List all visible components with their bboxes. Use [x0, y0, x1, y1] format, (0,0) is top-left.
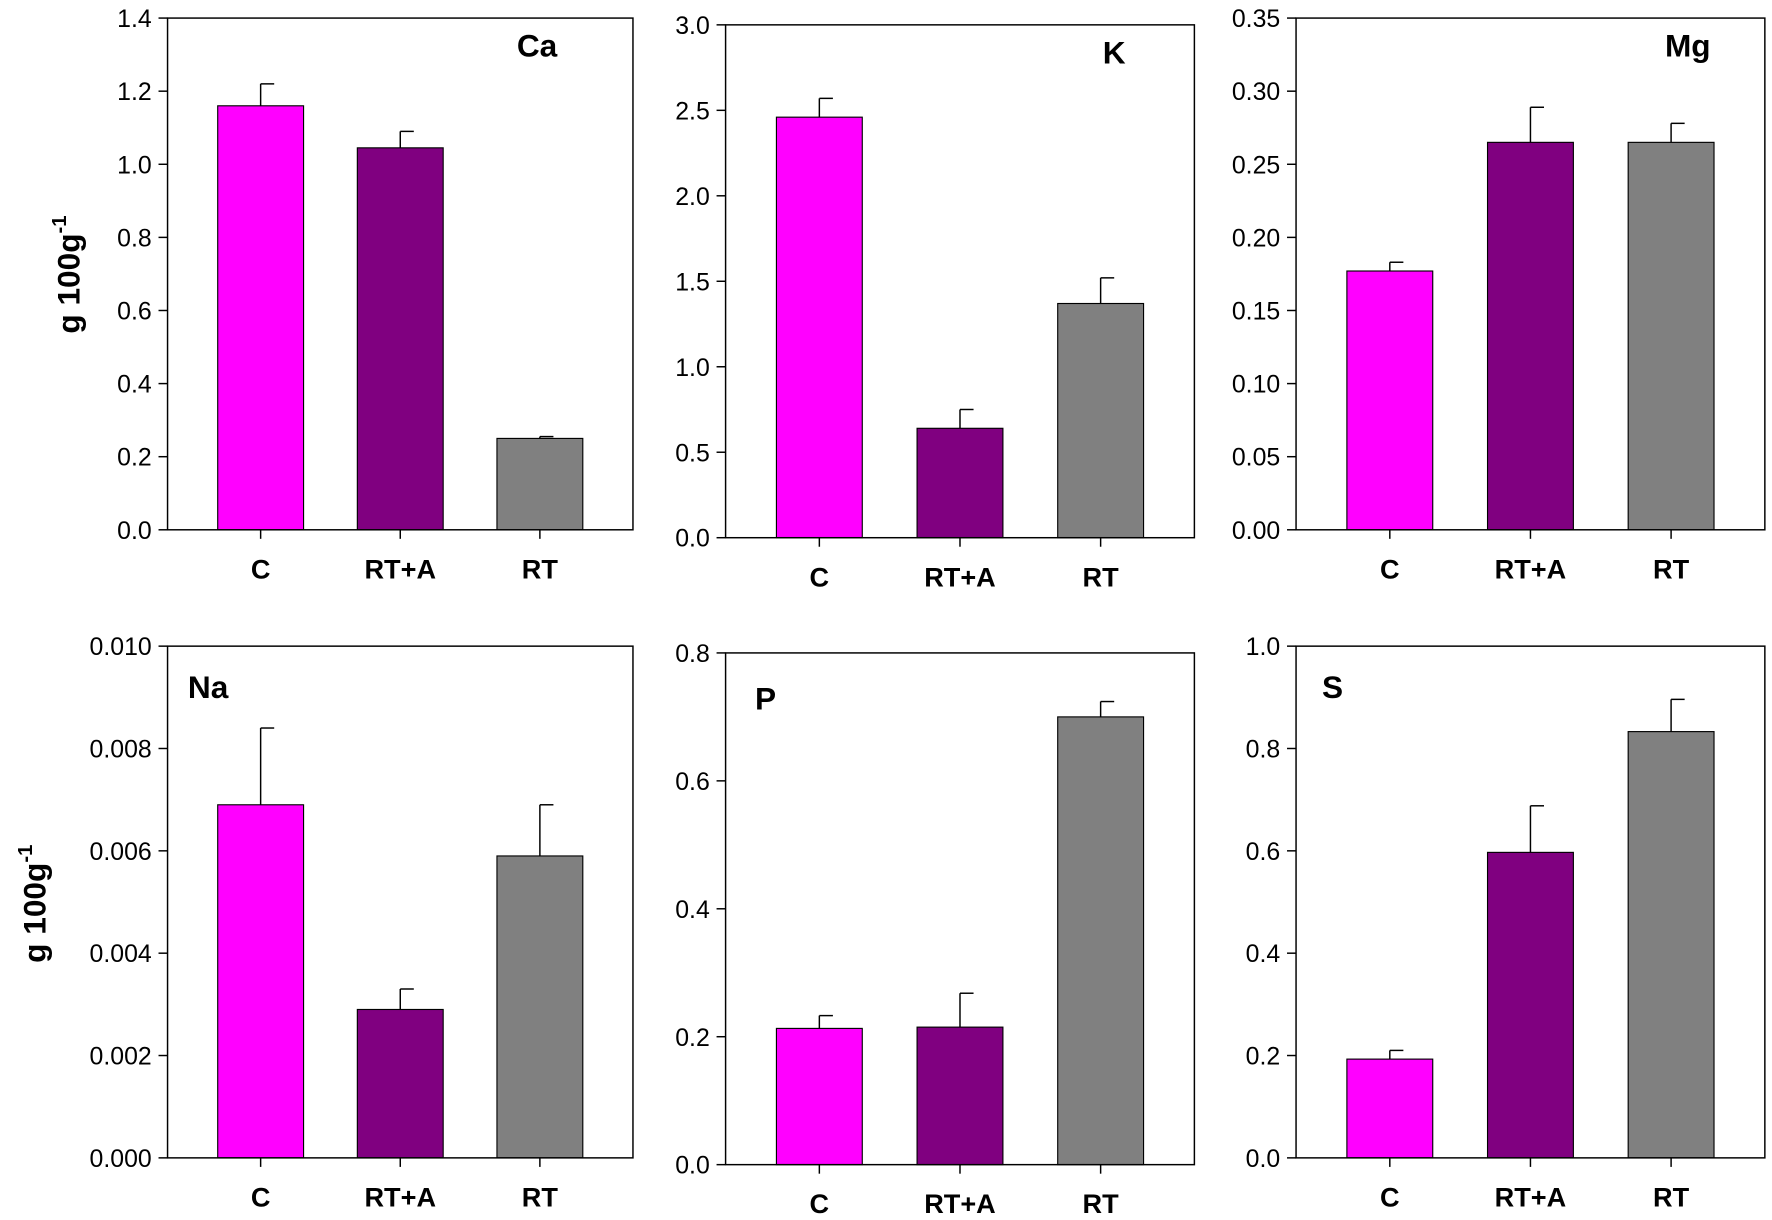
panel-Mg: C RT+A RT 0.00 0.05 0.10 0.15 0.20 0.25 0.30 0.35 M…: [1232, 6, 1766, 584]
panel-Na: C RT+A RT 0.000 0.002 0.004 0.006 0.008 0.010 Na g…: [15, 634, 634, 1212]
y-tick-label: 0.8: [1246, 737, 1281, 764]
y-tick-label: 0.000: [90, 1146, 152, 1173]
y-tick-label: 2.0: [675, 184, 710, 211]
y-tick-label: 0.6: [1246, 839, 1281, 866]
y-tick-label: 0.5: [675, 440, 710, 467]
panel-title: Mg: [1665, 27, 1711, 63]
y-tick-label: 0.30: [1232, 79, 1280, 106]
x-tick-label: RT+A: [364, 1181, 436, 1212]
y-tick-label: 3.0: [675, 13, 710, 40]
bar-C: [1346, 270, 1434, 531]
x-tick-label: RT: [522, 553, 559, 584]
y-tick-label: 1.0: [117, 152, 152, 179]
x-tick-label: RT: [1083, 1188, 1120, 1219]
y-axis-label: g 100g-1: [15, 845, 53, 963]
y-tick-label: 0.8: [117, 225, 152, 252]
plot-frame: [166, 17, 634, 531]
bar-C: [217, 804, 305, 1159]
bar-RT: [496, 437, 584, 531]
y-tick-label: 0.00: [1232, 518, 1280, 545]
bar-RT: [1627, 731, 1715, 1159]
bar-RT+A: [1486, 851, 1574, 1159]
x-tick-label: RT+A: [364, 553, 436, 584]
panel-S: C RT+A RT 0.0 0.2 0.4 0.6 0.8 1.0 S: [1246, 634, 1766, 1212]
x-tick-label: C: [1380, 553, 1400, 584]
y-tick-label: 0.4: [675, 897, 710, 924]
x-tick-label: RT: [1653, 553, 1690, 584]
panel-title: P: [755, 680, 776, 716]
panel-title: S: [1322, 669, 1343, 705]
y-tick-label: 0.15: [1232, 299, 1280, 326]
x-tick-label: RT: [1653, 1181, 1690, 1212]
y-tick-label: 0.8: [675, 641, 710, 668]
y-tick-label: 0.10: [1232, 372, 1280, 399]
y-tick-label: 0.4: [1246, 941, 1281, 968]
y-axis-label: g 100g-1: [49, 215, 87, 333]
x-tick-label: C: [251, 1181, 271, 1212]
x-tick-label: C: [810, 561, 830, 592]
y-tick-label: 0.2: [1246, 1044, 1281, 1071]
y-tick-label: 0.0: [1246, 1146, 1281, 1173]
y-tick-label: 1.0: [1246, 634, 1281, 661]
y-tick-label: 0.25: [1232, 152, 1280, 179]
x-tick-label: C: [251, 553, 271, 584]
bar-RT: [1057, 716, 1145, 1166]
panel-Ca: C RT+A RT 0.0 0.2 0.4 0.6 0.8 1.0 1.2 1.4 Ca g 100g-…: [49, 6, 634, 584]
y-tick-label: 1.5: [675, 269, 710, 296]
bar-RT+A: [916, 427, 1004, 539]
y-tick-label: 0.006: [90, 839, 152, 866]
x-tick-label: RT: [1083, 561, 1120, 592]
panel-title: Ca: [517, 27, 558, 63]
plot-frame: [1295, 645, 1766, 1159]
bar-RT: [1627, 141, 1715, 531]
y-tick-label: 0.2: [675, 1025, 710, 1052]
bar-RT+A: [356, 1008, 444, 1159]
panel-title: K: [1103, 34, 1126, 70]
y-tick-label: 0.002: [90, 1044, 152, 1071]
bar-C: [1346, 1058, 1434, 1159]
bar-RT+A: [916, 1026, 1004, 1166]
x-tick-label: RT+A: [924, 561, 996, 592]
y-tick-label: 2.5: [675, 98, 710, 125]
y-tick-label: 0.6: [117, 299, 152, 326]
x-tick-label: C: [810, 1188, 830, 1219]
y-tick-label: 0.0: [675, 526, 710, 553]
x-tick-label: C: [1380, 1181, 1400, 1212]
y-tick-label: 0.20: [1232, 225, 1280, 252]
panel-P: C RT+A RT 0.0 0.2 0.4 0.6 0.8 P: [675, 641, 1196, 1219]
bar-C: [775, 1027, 863, 1166]
y-tick-label: 0.2: [117, 445, 152, 472]
y-tick-label: 0.6: [675, 769, 710, 796]
bar-RT: [1057, 302, 1145, 539]
plot-frame: [166, 645, 634, 1159]
bar-RT: [496, 855, 584, 1159]
bar-C: [217, 105, 305, 531]
y-tick-label: 0.35: [1232, 6, 1280, 33]
bar-RT+A: [1486, 141, 1574, 531]
y-tick-label: 0.0: [117, 518, 152, 545]
y-tick-label: 1.4: [117, 6, 152, 33]
x-tick-label: RT+A: [1495, 553, 1567, 584]
y-tick-label: 0.4: [117, 372, 152, 399]
y-tick-label: 0.05: [1232, 445, 1280, 472]
bar-C: [775, 116, 863, 539]
x-tick-label: RT+A: [924, 1188, 996, 1219]
y-tick-label: 0.004: [90, 941, 152, 968]
y-tick-label: 0.010: [90, 634, 152, 661]
y-tick-label: 0.0: [675, 1153, 710, 1180]
y-tick-label: 0.008: [90, 737, 152, 764]
panel-title: Na: [188, 669, 229, 705]
x-tick-label: RT+A: [1495, 1181, 1567, 1212]
bar-RT+A: [356, 147, 444, 531]
plot-frame: [1295, 17, 1766, 531]
panel-K: C RT+A RT 0.0 0.5 1.0 1.5 2.0 2.5 3.0 K: [675, 13, 1196, 592]
y-tick-label: 1.2: [117, 79, 152, 106]
x-tick-label: RT: [522, 1181, 559, 1212]
y-tick-label: 1.0: [675, 355, 710, 382]
